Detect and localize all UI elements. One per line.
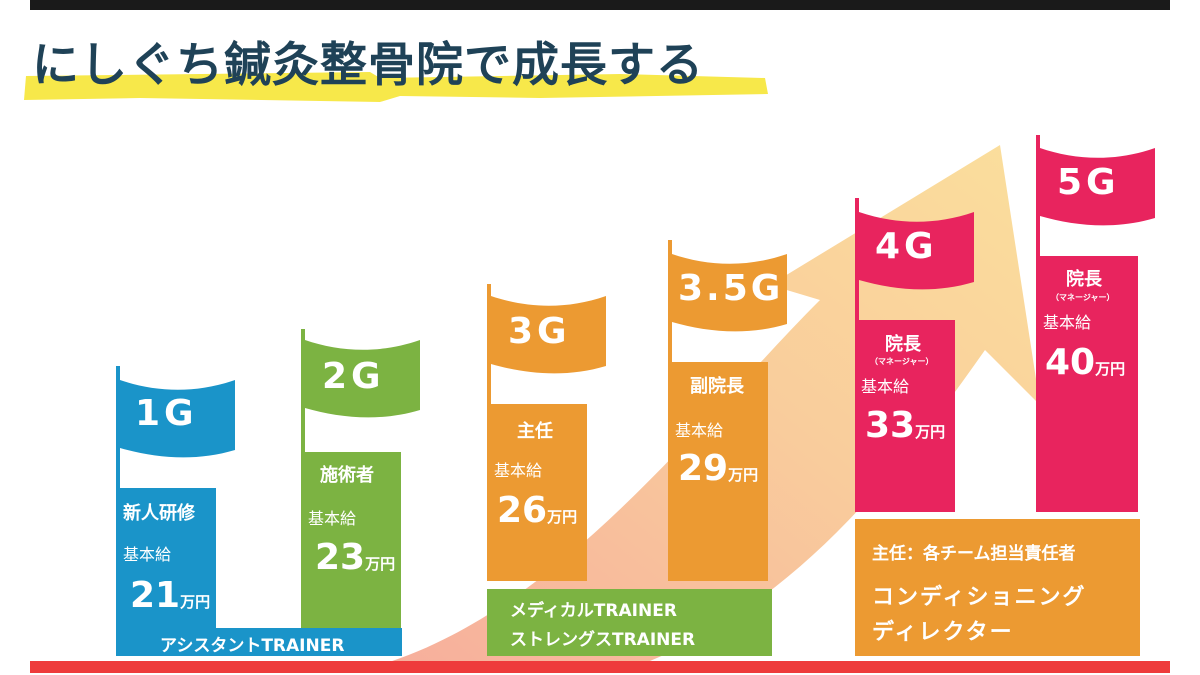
role-sublabel-4g: （マネージャー） [870,357,934,366]
track-director-title: 主任：各チーム担当責任者 [872,544,1076,564]
flag-pole-5g [1036,135,1040,265]
role-label-3-5g: 副院長 [690,376,744,397]
track-director-line2: ディレクター [872,620,1014,645]
flag-pole-3-5g [668,240,672,365]
salary-amount-3-5g: 29万円 [678,448,759,489]
flag-label-5g: 5G [1057,162,1120,203]
page-title: にしぐち鍼灸整骨院で成長する [32,38,704,93]
flag-1g [120,380,235,458]
flag-5g [1040,148,1155,226]
salary-unit-5g: 万円 [1095,360,1126,378]
salary-amount-1g: 21万円 [130,575,211,616]
salary-unit-4g: 万円 [915,423,946,441]
salary-box-3g [487,404,587,581]
salary-box-1g [116,488,216,628]
salary-amount-2g: 23万円 [315,537,396,578]
salary-amount-4g: 33万円 [865,405,946,446]
track-strength-label: ストレングスTRAINER [510,630,696,650]
track-assistant-label: アシスタントTRAINER [160,636,345,656]
flag-label-2g: 2G [322,356,385,397]
role-label-1g: 新人研修 [123,503,195,524]
title-highlight [24,72,768,102]
salary-unit-2g: 万円 [365,555,396,573]
salary-box-3-5g [668,362,768,581]
top-border [30,0,1170,10]
salary-amount-3g: 26万円 [497,490,578,531]
salary-box-4g [855,320,955,512]
track-trainer-box [487,589,772,656]
role-label-5g: 院長 [1066,269,1102,290]
flag-3-5g [672,254,787,332]
flag-label-1g: 1G [135,393,198,434]
salary-unit-3g: 万円 [547,508,578,526]
track-medical-label: メディカルTRAINER [510,601,677,621]
base-salary-label-5g: 基本給 [1043,313,1092,332]
role-label-3g: 主任 [517,421,553,442]
role-label-4g: 院長 [885,334,921,355]
role-sublabel-5g: （マネージャー） [1051,293,1115,302]
flag-pole-4g [855,198,859,323]
flag-2g [305,340,420,418]
base-salary-label-2g: 基本給 [308,509,357,528]
flag-label-3-5g: 3.5G [678,268,784,309]
track-director-box [855,519,1140,656]
role-label-2g: 施術者 [320,465,374,486]
base-salary-label-3-5g: 基本給 [675,421,724,440]
track-director-line1: コンディショニング [872,585,1087,610]
salary-unit-1g: 万円 [180,593,211,611]
salary-amount-5g: 40万円 [1045,342,1126,383]
flag-pole-1g [116,366,120,496]
bottom-border [30,661,1170,673]
flag-3g [491,296,606,374]
track-assistant-box [116,628,402,656]
flag-pole-2g [301,329,305,457]
salary-box-5g [1036,256,1138,512]
salary-unit-3-5g: 万円 [728,466,759,484]
flag-label-4g: 4G [875,226,938,267]
flag-4g [859,212,974,290]
salary-box-2g [301,452,401,628]
flag-label-3g: 3G [508,311,571,352]
base-salary-label-3g: 基本給 [494,461,543,480]
base-salary-label-4g: 基本給 [861,377,910,396]
flag-pole-3g [487,284,491,409]
base-salary-label-1g: 基本給 [123,545,172,564]
